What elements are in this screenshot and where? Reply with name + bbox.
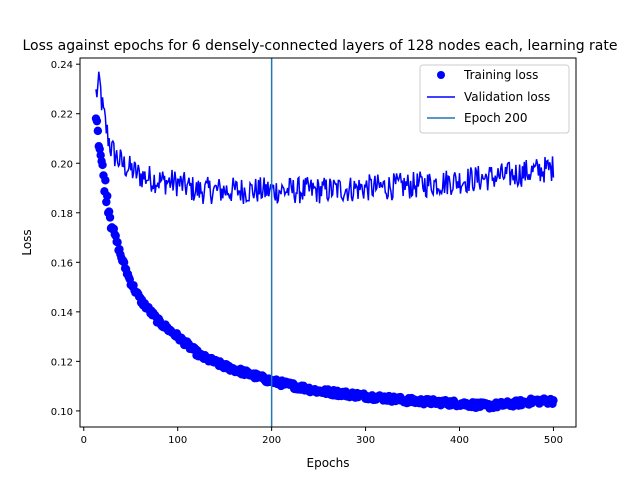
legend-frame — [419, 64, 570, 134]
axes-frame — [79, 57, 577, 428]
x-tick-label: 0 — [81, 435, 87, 446]
legend-marker-training — [437, 71, 445, 79]
x-tick-label: 400 — [450, 435, 469, 446]
x-tick-label: 300 — [356, 435, 375, 446]
validation-loss-line — [95, 71, 555, 205]
x-axis-label: Epochs — [307, 456, 350, 470]
y-axis-label: Loss — [20, 229, 34, 255]
y-tick-label: 0.12 — [51, 357, 73, 368]
training-loss-point — [93, 126, 103, 136]
training-loss-point — [103, 191, 112, 201]
y-tick-label: 0.18 — [51, 209, 73, 220]
x-tick-label: 100 — [168, 435, 187, 446]
legend: Training loss Validation loss Epoch 200 — [419, 64, 570, 134]
x-tick-label: 200 — [262, 435, 281, 446]
y-tick-label: 0.10 — [51, 407, 73, 418]
y-tick-label: 0.16 — [51, 258, 73, 269]
training-loss-point — [101, 176, 110, 185]
training-loss-point — [113, 238, 122, 247]
x-tick-label: 500 — [544, 435, 563, 446]
legend-label-epoch200: Epoch 200 — [464, 111, 527, 125]
legend-label-training: Training loss — [463, 68, 538, 82]
y-tick-label: 0.14 — [51, 308, 73, 319]
training-loss-point — [98, 160, 107, 170]
training-loss-point — [92, 116, 102, 126]
y-tick-label: 0.24 — [51, 60, 73, 71]
chart-title: Loss against epochs for 6 densely-connec… — [23, 38, 618, 54]
plot-area — [91, 58, 558, 427]
y-tick-label: 0.22 — [51, 110, 73, 121]
training-loss-point — [549, 396, 558, 405]
legend-label-validation: Validation loss — [464, 90, 550, 104]
axis-ticks: 0 100 200 300 400 500 0.10 0.12 0.14 0.16 0.18 0.20… — [51, 60, 563, 446]
y-tick-label: 0.20 — [51, 159, 73, 170]
training-loss-point — [105, 213, 115, 222]
